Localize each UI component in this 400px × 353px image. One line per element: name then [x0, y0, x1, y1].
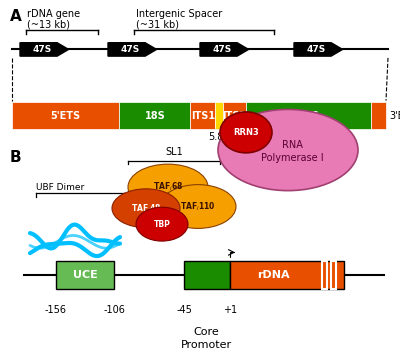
Text: TBP: TBP: [154, 220, 170, 229]
Text: -106: -106: [103, 305, 125, 315]
Text: RNA
Polymerase I: RNA Polymerase I: [261, 140, 323, 163]
Text: Core: Core: [193, 327, 219, 336]
Bar: [184, 261, 230, 289]
Bar: [331, 261, 336, 289]
Text: ITS2: ITS2: [222, 110, 246, 121]
Ellipse shape: [136, 207, 188, 241]
Text: TAF$_i$48: TAF$_i$48: [131, 202, 161, 215]
Text: 5'ETS: 5'ETS: [51, 110, 81, 121]
Text: Promoter: Promoter: [180, 340, 232, 349]
Text: +1: +1: [223, 305, 237, 315]
Text: 3'ETS: 3'ETS: [389, 110, 400, 121]
Text: 28S: 28S: [298, 110, 319, 121]
Text: 47S: 47S: [306, 45, 326, 54]
Bar: [322, 261, 327, 289]
Bar: [216, 102, 223, 129]
Bar: [246, 102, 371, 129]
Bar: [120, 102, 190, 129]
Ellipse shape: [218, 109, 358, 191]
Text: rDNA gene: rDNA gene: [27, 9, 80, 19]
Text: (~31 kb): (~31 kb): [136, 19, 179, 29]
Text: UCE: UCE: [73, 270, 97, 280]
Text: 47S: 47S: [212, 45, 232, 54]
Ellipse shape: [112, 189, 180, 228]
Text: RRN3: RRN3: [233, 128, 259, 137]
FancyArrow shape: [20, 43, 68, 56]
Text: A: A: [10, 9, 22, 24]
Bar: [230, 261, 344, 289]
Text: TAF$_i$110: TAF$_i$110: [180, 200, 216, 213]
Text: B: B: [10, 150, 22, 165]
Text: 5.8S: 5.8S: [208, 132, 230, 142]
FancyArrow shape: [294, 43, 342, 56]
Text: rDNA: rDNA: [257, 270, 290, 280]
Ellipse shape: [128, 164, 208, 210]
Text: -45: -45: [176, 305, 192, 315]
Text: 47S: 47S: [120, 45, 140, 54]
FancyArrow shape: [108, 43, 156, 56]
Text: ITS1: ITS1: [191, 110, 215, 121]
Text: (~13 kb): (~13 kb): [27, 19, 70, 29]
Text: TAF$_i$68: TAF$_i$68: [153, 181, 183, 193]
Bar: [190, 102, 216, 129]
Text: -156: -156: [45, 305, 67, 315]
FancyArrow shape: [200, 43, 248, 56]
Ellipse shape: [160, 185, 236, 228]
Bar: [56, 261, 114, 289]
Text: SL1: SL1: [165, 147, 183, 157]
Text: 47S: 47S: [32, 45, 52, 54]
Text: UBF Dimer: UBF Dimer: [36, 184, 84, 192]
Bar: [12, 102, 120, 129]
Bar: [223, 102, 246, 129]
Text: Intergenic Spacer: Intergenic Spacer: [136, 9, 222, 19]
Ellipse shape: [220, 112, 272, 153]
Bar: [371, 102, 386, 129]
Text: 18S: 18S: [144, 110, 165, 121]
